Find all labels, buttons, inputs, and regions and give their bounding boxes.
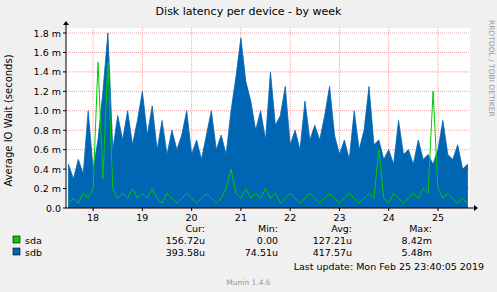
title: Disk latency per device - by week [156, 5, 342, 18]
legend-swatch [13, 248, 20, 255]
y-tick-label: 0.8 m [34, 125, 61, 136]
axis-arrow [63, 21, 69, 25]
plot-marks [68, 33, 467, 208]
legend-header: Avg: [331, 223, 352, 234]
y-axis-label: Average IO Wait (seconds) [3, 54, 14, 186]
y-tick-label: 1.2 m [34, 86, 61, 97]
footer: Munin 1.4.6 [226, 278, 271, 287]
last-update: Last update: Mon Feb 25 23:40:05 2019 [294, 261, 484, 272]
legend-stat: 74.51u [245, 247, 278, 258]
y-tick-label: 0.6 m [34, 144, 61, 155]
grid-line [66, 91, 470, 92]
y-tick-label: 1.8 m [34, 28, 61, 39]
line [68, 62, 467, 203]
background [0, 0, 497, 292]
area [68, 33, 467, 208]
x-tick-label: 18 [87, 212, 99, 223]
x-axis [66, 208, 474, 209]
x-tick-label: 20 [186, 212, 198, 223]
y-axis [66, 25, 67, 208]
legend-header: Max: [409, 223, 432, 234]
watermark: RRDTOOL / TOBI OETIKER [487, 20, 496, 117]
y-tick-label: 1.6 m [34, 47, 61, 58]
y-tick-label: 0.4 m [34, 164, 61, 175]
legend-stat: 0.00 [257, 235, 278, 246]
grid-line [66, 71, 470, 72]
x-tick-label: 25 [432, 212, 444, 223]
legend-header: Cur: [185, 223, 205, 234]
legend-stat: 127.21u [313, 235, 352, 246]
grid-line [66, 52, 470, 53]
y-tick-label: 1.4 m [34, 66, 61, 77]
legend-stat: 393.58u [166, 247, 205, 258]
y-tick-label: 0.2 m [34, 183, 61, 194]
legend-stat: 417.57u [313, 247, 352, 258]
x-tick-label: 19 [136, 212, 148, 223]
legend-stat: 156.72u [166, 235, 205, 246]
y-tick-label: 0.0 [46, 203, 61, 214]
x-tick-label: 21 [235, 212, 247, 223]
legend-stat: 8.42m [402, 235, 432, 246]
legend-label: sdb [25, 247, 42, 258]
grid-line [66, 33, 470, 34]
legend-label: sda [25, 235, 42, 246]
x-tick-label: 24 [383, 212, 395, 223]
legend-swatch [13, 236, 20, 243]
x-tick-label: 22 [284, 212, 296, 223]
y-tick-label: 1.0 m [34, 105, 61, 116]
legend-header: Min: [258, 223, 278, 234]
x-tick-label: 23 [333, 212, 345, 223]
chart: Disk latency per device - by week 0.0 0.2 … [0, 0, 497, 292]
plot-background [66, 28, 470, 208]
legend-stat: 5.48m [402, 247, 432, 258]
axis-arrow [474, 205, 478, 211]
